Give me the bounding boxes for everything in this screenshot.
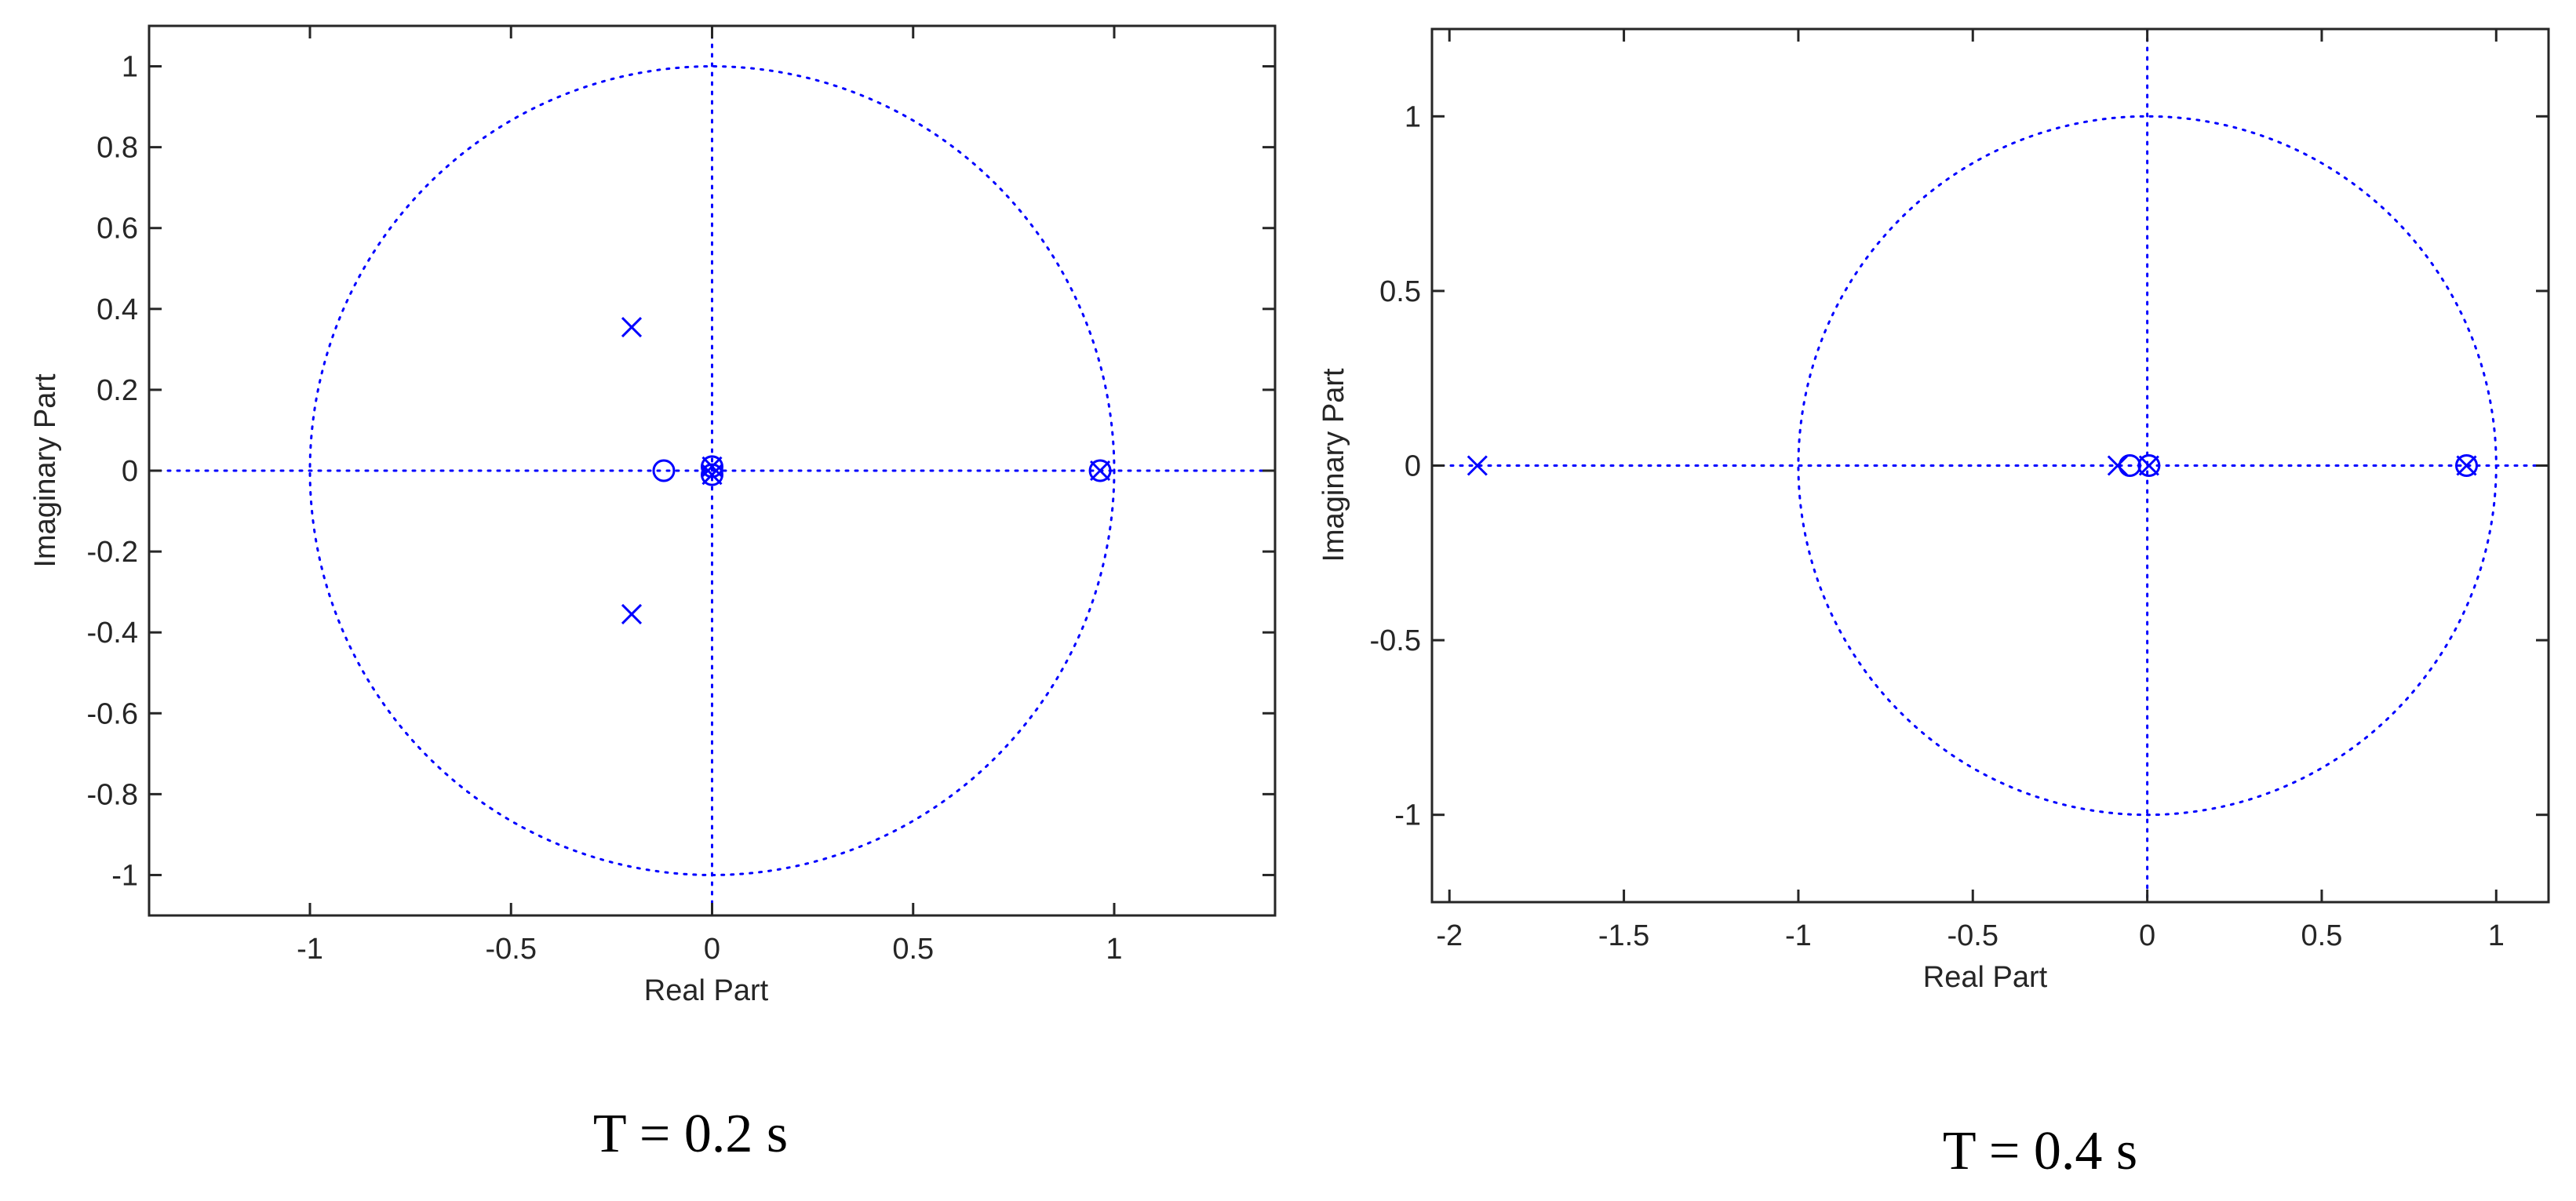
y-tick-label: -1: [1394, 799, 1421, 832]
zero-marker: [2454, 454, 2478, 477]
pole-stroke: [701, 456, 723, 477]
x-tick-label: 0: [2139, 919, 2155, 952]
pole-marker: [1090, 460, 1111, 482]
pole-marker: [2456, 455, 2477, 476]
pole-stroke: [1467, 455, 1488, 476]
pole-stroke: [2138, 455, 2159, 476]
zero-marker: [2137, 454, 2161, 477]
plot-caption: T = 0.2 s: [593, 1104, 788, 1164]
pole-marker: [621, 316, 643, 338]
x-tick-label: 1: [2488, 919, 2505, 952]
y-tick-label: -0.4: [87, 617, 138, 650]
y-tick-label: 1: [122, 51, 138, 84]
y-tick-label: -0.8: [87, 778, 138, 811]
zero-marker: [701, 463, 723, 486]
x-tick-label: -1.5: [1598, 919, 1649, 952]
x-axis-label: Real Part: [644, 974, 769, 1007]
zero-marker: [1088, 459, 1112, 482]
unit-circle: [308, 65, 1116, 876]
plot-caption: T = 0.4 s: [1943, 1121, 2137, 1181]
x-tick-label: -1: [297, 933, 323, 966]
pole-marker: [701, 456, 723, 477]
y-tick-label: 0.5: [1379, 275, 1421, 308]
pole-stroke: [621, 316, 643, 338]
pole-stroke: [701, 464, 723, 486]
x-tick-label: 0.5: [892, 933, 934, 966]
x-tick-label: 1: [1106, 933, 1122, 966]
y-axis-label: Imaginary Part: [29, 373, 62, 568]
pole-marker: [2138, 455, 2159, 476]
y-tick-label: -0.2: [87, 536, 138, 569]
x-tick-label: -1: [1785, 919, 1812, 952]
unit-circle: [1797, 115, 2498, 817]
x-tick-label: 0.5: [2301, 919, 2343, 952]
pole-stroke: [1090, 460, 1111, 482]
x-tick-label: -2: [1436, 919, 1463, 952]
zero-marker: [652, 459, 676, 482]
y-tick-label: 1: [1405, 100, 1421, 133]
pole-zero-plot-t04: -2 -1.5 -1 -0.5 0 0.5 1 -1 -0.5 0 0.5 1 Real Part Ima…: [1317, 27, 2550, 1181]
pole-marker: [621, 603, 643, 625]
x-axis-label: Real Part: [1923, 961, 2048, 994]
y-tick-label: 0.2: [97, 374, 138, 407]
y-axis-label: Imaginary Part: [1317, 368, 1350, 562]
pole-marker: [2107, 455, 2128, 476]
y-tick-label: 0: [122, 455, 138, 488]
pole-stroke: [2107, 455, 2128, 476]
y-tick-label: 0.4: [97, 293, 138, 326]
pole-stroke: [621, 603, 643, 625]
pole-marker: [1467, 455, 1488, 476]
pole-marker: [701, 464, 723, 486]
y-tick-label: -0.5: [1370, 624, 1421, 657]
x-tick-label: 0: [704, 933, 720, 966]
zero-marker: [701, 455, 723, 479]
x-tick-label: -0.5: [486, 933, 537, 966]
y-tick-label: 0.8: [97, 132, 138, 165]
y-tick-label: 0: [1405, 450, 1421, 483]
y-tick-label: -0.6: [87, 697, 138, 730]
y-tick-label: -1: [111, 859, 138, 892]
pole-stroke: [2456, 455, 2477, 476]
y-tick-label: 0.6: [97, 213, 138, 246]
zero-marker: [2118, 454, 2141, 477]
pole-zero-plot-t02: -1 -0.5 0 0.5 1 -1 -0.8 -0.6 -0.4 -0.2 0 0.2 0.4 0.6 0…: [29, 24, 1277, 1164]
x-tick-label: -0.5: [1947, 919, 1998, 952]
